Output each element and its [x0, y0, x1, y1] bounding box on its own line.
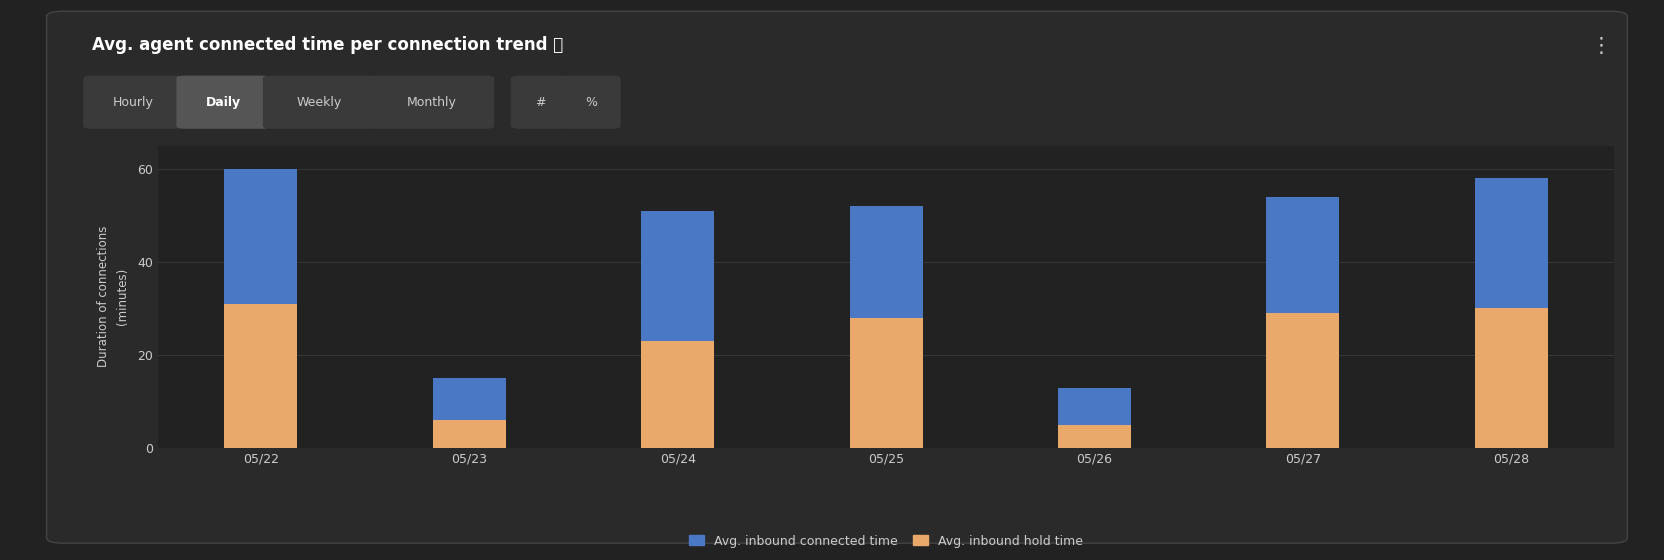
Bar [225, 304, 298, 448]
Text: Weekly: Weekly [296, 96, 343, 109]
Bar [641, 341, 714, 448]
Bar [433, 420, 506, 448]
Bar [1058, 424, 1132, 448]
Bar [1266, 197, 1340, 313]
Bar [433, 378, 506, 420]
Bar [225, 169, 298, 304]
Text: #: # [534, 96, 546, 109]
Legend: Avg. inbound connected time, Avg. inbound hold time: Avg. inbound connected time, Avg. inboun… [689, 535, 1083, 548]
Text: Hourly: Hourly [113, 96, 153, 109]
Text: %: % [586, 96, 597, 109]
Y-axis label: Duration of connections
(minutes): Duration of connections (minutes) [97, 226, 130, 367]
Bar [850, 206, 922, 318]
Text: Monthly: Monthly [408, 96, 456, 109]
Bar [850, 318, 922, 448]
Bar [1474, 309, 1548, 448]
Bar [1474, 178, 1548, 309]
Bar [1266, 313, 1340, 448]
Bar [641, 211, 714, 341]
Text: Avg. agent connected time per connection trend ⓘ: Avg. agent connected time per connection… [92, 36, 562, 54]
Bar [1058, 388, 1132, 424]
Text: Daily: Daily [205, 96, 241, 109]
Text: ⋮: ⋮ [1591, 36, 1611, 57]
